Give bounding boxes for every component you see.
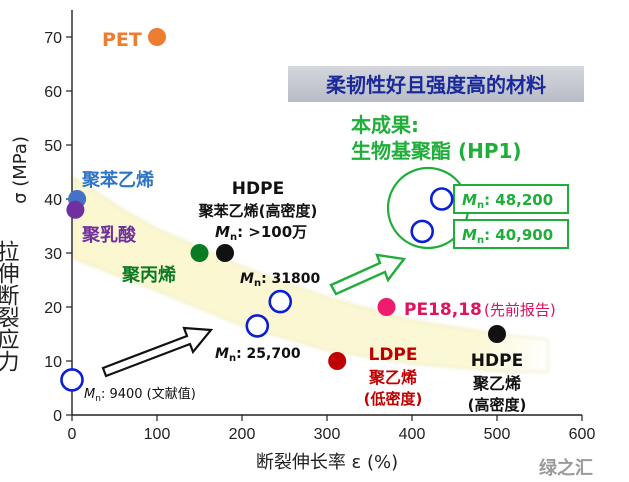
y-tick-label: 70 (44, 30, 62, 47)
result-title-1: 本成果: (351, 113, 419, 137)
label-mn-9400: Mn: 9400 (文献值) (84, 386, 196, 404)
mn-symbol: M (462, 226, 477, 244)
label-pe1818-note: (先前报告) (484, 301, 556, 319)
banner-box (288, 66, 584, 102)
label-pet: PET (102, 29, 142, 51)
data-point (190, 244, 209, 262)
data-point (268, 289, 293, 314)
mn-symbol: M (84, 387, 95, 402)
y-tick-label: 10 (44, 354, 62, 371)
x-ticks: 0 100 200 300 400 500 600 (68, 415, 596, 443)
data-point (60, 368, 84, 392)
mn-subscript: n (95, 394, 101, 404)
label-hdpe-top-2: 聚苯乙烯(高密度) (198, 202, 318, 220)
label-hdpe-right-3: (高密度) (468, 396, 527, 414)
label-ldpe-3: (低密度) (364, 390, 423, 408)
mn-symbol: M (240, 271, 254, 287)
y-tick-label: 30 (44, 246, 62, 263)
mn-40900-box (453, 219, 569, 249)
data-points (60, 28, 506, 392)
mn-40900-label: Mn: 40,900 (462, 226, 553, 246)
mn-48200-box (453, 184, 569, 214)
mn-value: : 25,700 (236, 346, 301, 362)
x-tick-label: 400 (399, 426, 426, 443)
label-hdpe-top-3: Mn: >100万 (215, 223, 307, 243)
label-mn-25700: Mn: 25,700 (215, 346, 301, 364)
label-ldpe-2: 聚乙烯 (368, 368, 417, 387)
data-point (429, 187, 454, 211)
x-tick-label: 200 (229, 426, 256, 443)
mn-value: : 31800 (261, 271, 320, 287)
data-point (148, 28, 166, 46)
label-mn-31800: Mn: 31800 (240, 271, 321, 289)
mn-subscript: n (229, 353, 236, 364)
x-tick-label: 100 (144, 426, 171, 443)
mn-value: : 40,900 (484, 226, 553, 244)
banner-text: 柔韧性好且强度高的材料 (326, 73, 546, 97)
y-tick-label: 20 (44, 300, 62, 317)
result-title-2: 生物基聚酯 (HP1) (351, 139, 522, 163)
y-tick-label: 40 (44, 192, 62, 209)
data-point (488, 325, 506, 343)
y-axis-label-cjk: 拉伸断裂应力 (0, 240, 20, 372)
x-tick-label: 500 (484, 426, 511, 443)
mn-value: : 9400 (文献值) (101, 386, 196, 402)
y-tick-label: 50 (44, 138, 62, 155)
y-tick-label: 60 (44, 84, 62, 101)
mn-symbol: M (215, 346, 229, 362)
mn-subscript: n (254, 278, 261, 289)
label-polypropylene: 聚丙烯 (121, 264, 176, 286)
data-point (216, 244, 234, 262)
y-ticks: 0 10 20 30 40 50 60 70 (44, 30, 72, 425)
black-arrow (101, 326, 214, 378)
label-ldpe-1: LDPE (368, 345, 417, 365)
y-axis-label-sym: σ (MPa) (10, 136, 31, 204)
mn-value: : >100万 (237, 223, 307, 241)
data-point (328, 352, 347, 370)
data-point (66, 200, 85, 219)
x-tick-label: 300 (314, 426, 341, 443)
label-pla: 聚乳酸 (81, 224, 137, 246)
data-point (245, 314, 270, 338)
y-tick-label: 0 (53, 408, 62, 425)
green-arrow (329, 253, 407, 296)
mn-value: : 48,200 (484, 191, 553, 209)
label-hdpe-top-1: HDPE (232, 179, 284, 199)
data-point (410, 219, 435, 244)
x-tick-label: 600 (569, 426, 596, 443)
mn-subscript: n (230, 232, 237, 243)
banner: 柔韧性好且强度高的材料 (288, 66, 584, 102)
label-hdpe-right-2: 聚乙烯 (472, 374, 521, 393)
mn-subscript: n (477, 200, 484, 211)
label-polystyrene: 聚苯乙烯 (81, 169, 154, 191)
label-pe1818: PE18,18 (404, 300, 482, 320)
mn-subscript: n (477, 235, 484, 246)
x-axis-label: 断裂伸长率 ε (%) (256, 452, 398, 473)
mn-symbol: M (462, 191, 477, 209)
label-hdpe-right-1: HDPE (471, 351, 523, 371)
mn-symbol: M (215, 223, 230, 241)
mn-48200-label: Mn: 48,200 (462, 191, 553, 211)
watermark: 绿之汇 (539, 457, 593, 479)
x-tick-label: 0 (68, 426, 77, 443)
data-point (377, 298, 396, 316)
